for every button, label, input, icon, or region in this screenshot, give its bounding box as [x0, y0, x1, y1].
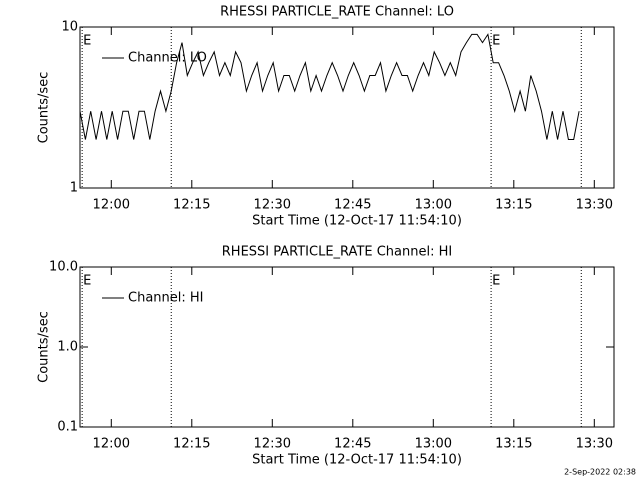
- x-tick-label: 12:15: [173, 437, 210, 452]
- event-label: E: [492, 34, 500, 49]
- x-tick-label: 12:00: [93, 198, 130, 213]
- y-tick-label: 1: [70, 181, 78, 196]
- chart-title: RHESSI PARTICLE_RATE Channel: LO: [220, 5, 454, 20]
- y-tick-label: 0.1: [57, 420, 78, 435]
- plot-frame: [79, 26, 615, 189]
- data-line: [79, 33, 580, 140]
- x-tick-label: 13:15: [495, 198, 532, 213]
- event-label: E: [83, 274, 91, 289]
- y-tick-label: 10: [61, 20, 78, 35]
- x-tick-label: 12:15: [173, 198, 210, 213]
- legend-label: Channel: HI: [128, 291, 204, 306]
- event-label: E: [83, 34, 91, 49]
- y-tick-label: 1.0: [57, 340, 78, 355]
- x-axis-label: Start Time (12-Oct-17 11:54:10): [252, 453, 462, 468]
- x-tick-label: 13:00: [415, 437, 452, 452]
- chart-title: RHESSI PARTICLE_RATE Channel: HI: [222, 245, 452, 260]
- x-tick-label: 13:30: [576, 437, 613, 452]
- y-tick-label: 10.0: [49, 260, 78, 275]
- x-tick-label: 13:30: [576, 198, 613, 213]
- x-tick-label: 12:30: [254, 437, 291, 452]
- y-axis-label: Counts/sec: [37, 311, 52, 383]
- x-tick-label: 12:30: [254, 198, 291, 213]
- y-axis-label: Counts/sec: [37, 72, 52, 144]
- x-tick-label: 12:45: [334, 437, 371, 452]
- x-tick-label: 12:45: [334, 198, 371, 213]
- x-axis-label: Start Time (12-Oct-17 11:54:10): [252, 214, 462, 229]
- legend-label: Channel: LO: [128, 51, 207, 66]
- footer: 2-Sep-2022 02:38: [564, 468, 636, 477]
- event-label: E: [492, 274, 500, 289]
- x-tick-label: 13:00: [415, 198, 452, 213]
- x-tick-label: 12:00: [93, 437, 130, 452]
- x-tick-label: 13:15: [495, 437, 532, 452]
